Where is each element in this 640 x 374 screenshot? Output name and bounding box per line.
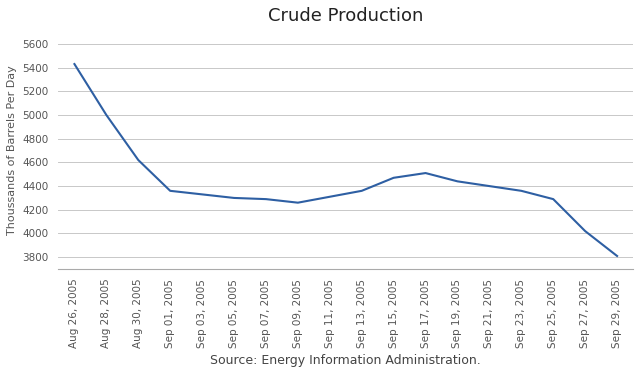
Y-axis label: Thoussands of Barrels Per Day: Thoussands of Barrels Per Day	[7, 66, 17, 235]
X-axis label: Source: Energy Information Administration.: Source: Energy Information Administratio…	[211, 354, 481, 367]
Title: Crude Production: Crude Production	[268, 7, 424, 25]
